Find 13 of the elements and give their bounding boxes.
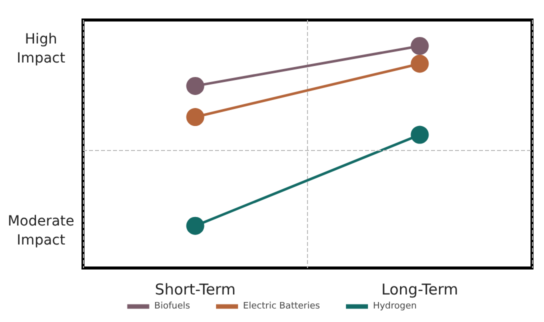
legend-label: Hydrogen	[372, 302, 417, 312]
point	[410, 54, 429, 73]
point	[186, 216, 204, 235]
legend-label: Biofuels	[154, 302, 190, 312]
point	[186, 76, 204, 95]
x-tick-label: Short-Term	[154, 280, 236, 298]
text: High Impact	[16, 32, 66, 66]
x-tick-label: Long-Term	[381, 280, 458, 298]
legend-label: Electric Batteries	[243, 302, 320, 312]
point	[186, 108, 204, 126]
text: Moderate Impact	[8, 214, 74, 248]
point	[410, 126, 429, 144]
point	[410, 36, 429, 55]
